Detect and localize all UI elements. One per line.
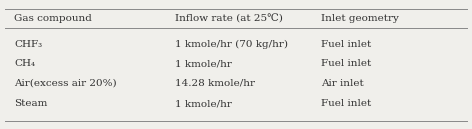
Text: Inlet geometry: Inlet geometry (321, 14, 399, 23)
Text: Air(excess air 20%): Air(excess air 20%) (14, 79, 117, 88)
Text: Air inlet: Air inlet (321, 79, 364, 88)
Text: Inflow rate (at 25℃): Inflow rate (at 25℃) (175, 14, 283, 23)
Text: 1 kmole/hr (70 kg/hr): 1 kmole/hr (70 kg/hr) (175, 40, 287, 49)
Text: 1 kmole/hr: 1 kmole/hr (175, 59, 231, 68)
Text: CH₄: CH₄ (14, 59, 35, 68)
Text: CHF₃: CHF₃ (14, 40, 42, 49)
Text: Fuel inlet: Fuel inlet (321, 40, 371, 49)
Text: Fuel inlet: Fuel inlet (321, 99, 371, 108)
Text: Steam: Steam (14, 99, 48, 108)
Text: Fuel inlet: Fuel inlet (321, 59, 371, 68)
Text: 1 kmole/hr: 1 kmole/hr (175, 99, 231, 108)
Text: 14.28 kmole/hr: 14.28 kmole/hr (175, 79, 254, 88)
Text: Gas compound: Gas compound (14, 14, 92, 23)
